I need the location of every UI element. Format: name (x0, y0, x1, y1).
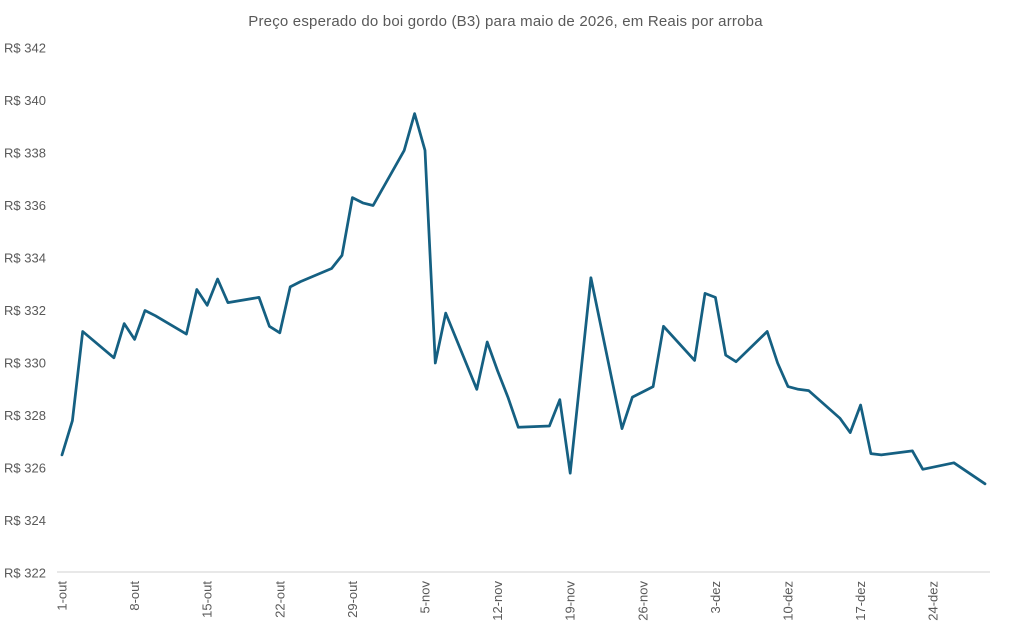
x-axis-label: 17-dez (853, 581, 868, 621)
x-axis-label: 1-out (55, 581, 70, 611)
x-axis-label: 22-out (272, 581, 287, 618)
y-axis-label: R$ 322 (4, 566, 46, 581)
x-axis-label: 5-nov (417, 581, 432, 614)
y-axis-label: R$ 334 (4, 251, 46, 266)
x-axis-label: 8-out (127, 581, 142, 611)
x-axis-label: 19-nov (563, 581, 578, 621)
x-axis-label: 24-dez (926, 581, 941, 621)
y-axis-label: R$ 340 (4, 93, 46, 108)
y-axis-label: R$ 330 (4, 356, 46, 371)
y-axis-label: R$ 336 (4, 198, 46, 213)
x-axis-label: 10-dez (780, 581, 795, 621)
y-axis-label: R$ 324 (4, 513, 46, 528)
x-axis-label: 29-out (345, 581, 360, 618)
x-axis-label: 3-dez (708, 581, 723, 614)
y-axis-label: R$ 326 (4, 461, 46, 476)
y-axis-label: R$ 328 (4, 408, 46, 423)
chart-title: Preço esperado do boi gordo (B3) para ma… (248, 13, 763, 30)
x-axis-label: 15-out (200, 581, 215, 618)
x-axis-label: 12-nov (490, 581, 505, 621)
price-line (60, 112, 987, 486)
y-axis-label: R$ 332 (4, 303, 46, 318)
x-axis-label: 26-nov (635, 581, 650, 621)
y-axis-label: R$ 338 (4, 146, 46, 161)
y-axis-label: R$ 342 (4, 41, 46, 56)
